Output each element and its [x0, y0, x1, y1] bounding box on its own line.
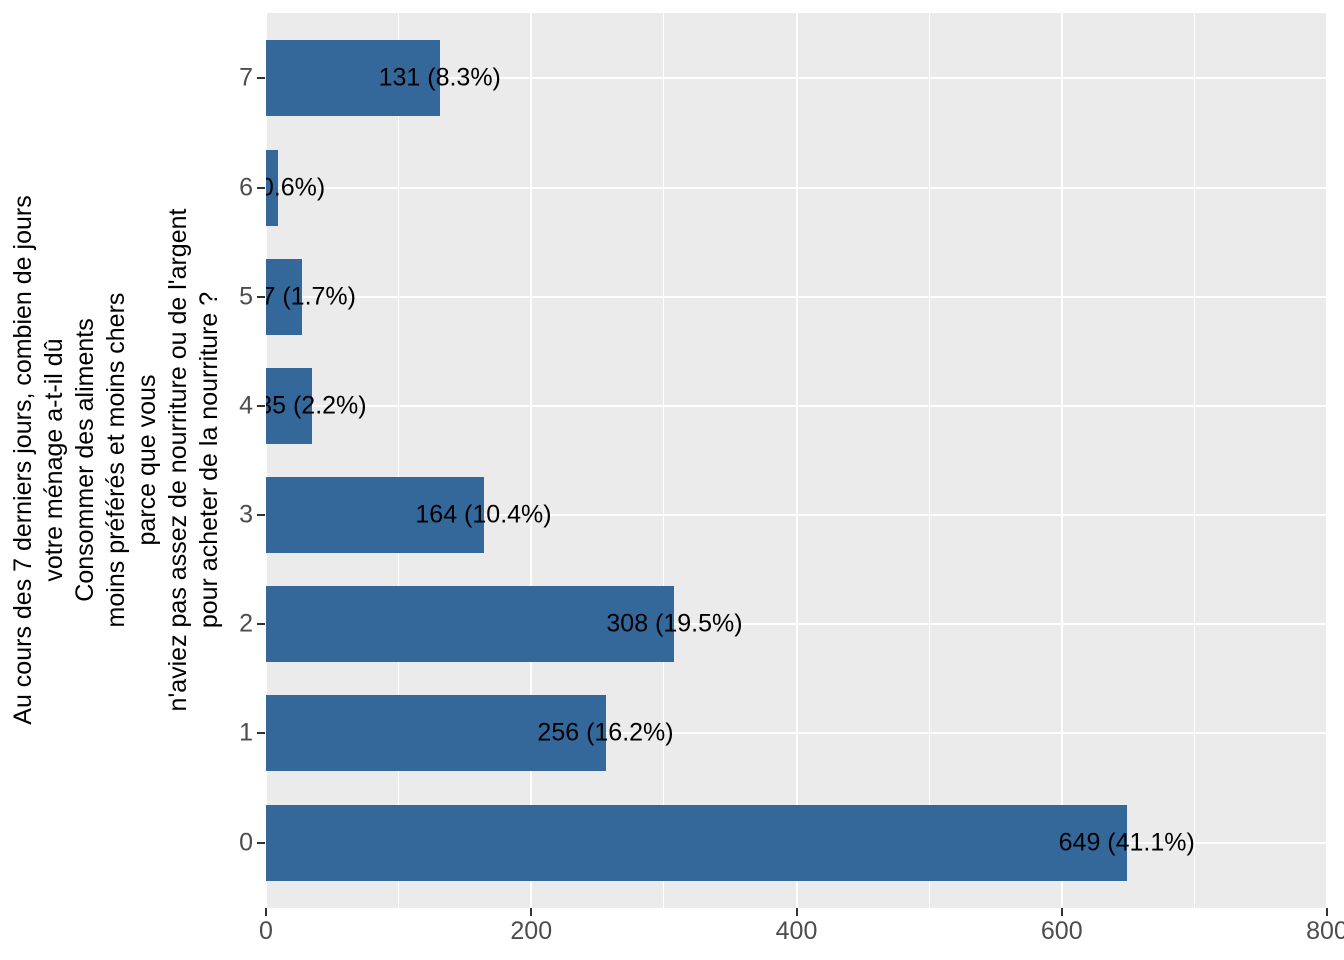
y-tick-mark — [257, 732, 265, 735]
gridline-major-horizontal — [266, 295, 1327, 298]
gridline-major-vertical — [1060, 13, 1063, 908]
gridline-major-horizontal — [266, 77, 1327, 80]
x-tick-label: 400 — [775, 917, 818, 945]
bar-value-label: 308 (19.5%) — [606, 609, 743, 638]
x-tick-label: 0 — [259, 917, 273, 945]
y-tick-mark — [257, 841, 265, 844]
gridline-major-horizontal — [266, 623, 1327, 626]
bar — [266, 695, 606, 772]
bar — [266, 477, 484, 554]
y-axis-title-line: pour acheter de la nourriture ? — [195, 291, 223, 629]
gridline-minor-vertical — [398, 13, 400, 908]
bar — [266, 40, 440, 117]
x-tick-mark — [1060, 908, 1063, 916]
y-axis-title-line: votre ménage a-t-il dû — [40, 338, 68, 582]
x-tick-label: 200 — [510, 917, 553, 945]
bar — [266, 367, 313, 444]
bar-value-label: 27 (1.7%) — [266, 282, 356, 311]
x-tick-mark — [1326, 908, 1328, 916]
y-tick-label: 6 — [239, 173, 253, 202]
x-tick-label: 600 — [1040, 917, 1083, 945]
gridline-major-vertical — [530, 13, 533, 908]
bar-value-label: 164 (10.4%) — [415, 500, 552, 529]
y-tick-label: 5 — [239, 282, 253, 311]
bar-value-label: 35 (2.2%) — [266, 391, 367, 420]
bar-value-label: 649 (41.1%) — [1058, 828, 1195, 856]
y-axis-title-line: moins préférés et moins chers — [102, 292, 130, 628]
bar — [266, 149, 278, 226]
y-tick-mark — [257, 295, 265, 298]
y-tick-label: 2 — [239, 609, 253, 638]
y-tick-mark — [257, 623, 265, 626]
gridline-major-horizontal — [266, 404, 1327, 407]
y-tick-mark — [257, 514, 265, 517]
y-tick-label: 1 — [239, 718, 253, 747]
y-tick-mark — [257, 77, 265, 80]
gridline-major-vertical — [266, 13, 267, 908]
y-tick-label: 7 — [239, 63, 253, 92]
y-axis-title: Au cours des 7 derniers jours, combien d… — [8, 0, 238, 921]
bar-value-label: 9 (0.6%) — [266, 173, 326, 202]
gridline-minor-vertical — [928, 13, 930, 908]
y-tick-label: 4 — [239, 391, 253, 420]
x-tick-mark — [795, 908, 798, 916]
y-axis-title-line: parce que vous — [133, 374, 161, 546]
gridline-major-horizontal — [266, 732, 1327, 735]
y-tick-mark — [257, 186, 265, 189]
y-tick-mark — [257, 404, 265, 407]
bar-value-label: 256 (16.2%) — [537, 718, 674, 747]
gridline-minor-vertical — [663, 13, 665, 908]
x-tick-mark — [530, 908, 533, 916]
bar — [266, 586, 675, 663]
x-tick-mark — [265, 908, 267, 916]
y-tick-label: 3 — [239, 500, 253, 529]
bar-value-label: 131 (8.3%) — [378, 63, 501, 92]
gridline-major-horizontal — [266, 514, 1327, 517]
y-tick-label: 0 — [239, 828, 253, 856]
gridline-minor-vertical — [1193, 13, 1195, 908]
gridline-major-vertical — [795, 13, 798, 908]
x-tick-label: 800 — [1306, 917, 1344, 945]
y-axis-title-line: n'aviez pas assez de nourriture ou de l'… — [164, 208, 192, 712]
plot-panel: 131 (8.3%) 9 (0.6%) 27 (1.7%) 35 (2.2%) 164 … — [266, 13, 1327, 908]
gridline-major-horizontal — [266, 186, 1327, 189]
bar — [266, 804, 1127, 881]
gridline-major-vertical — [1326, 13, 1327, 908]
y-axis-title-line: Consommer des aliments — [71, 318, 99, 602]
y-axis-title-line: Au cours des 7 derniers jours, combien d… — [9, 195, 37, 725]
bar — [266, 258, 302, 335]
